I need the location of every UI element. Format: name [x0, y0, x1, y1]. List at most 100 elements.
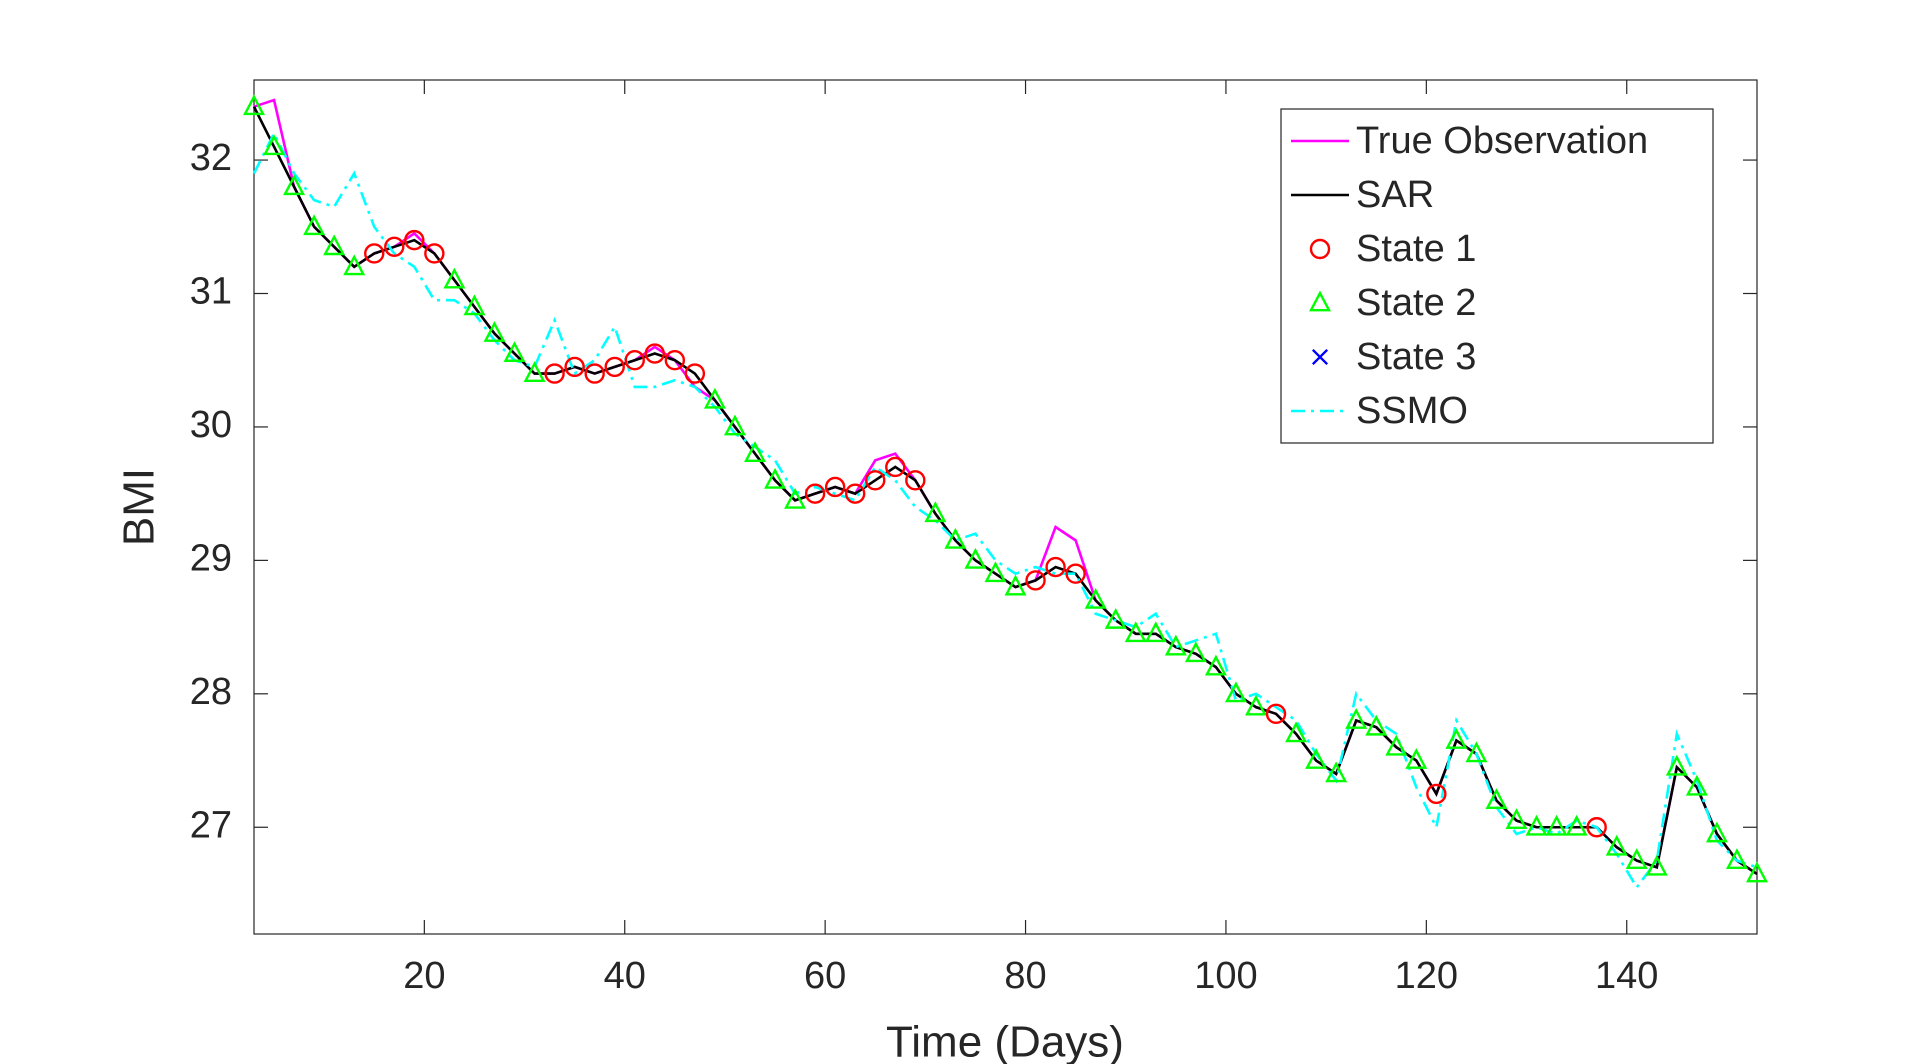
marker	[764, 467, 787, 489]
marker	[1164, 634, 1187, 656]
marker	[1665, 754, 1688, 776]
marker	[723, 414, 746, 436]
legend-label: State 3	[1356, 336, 1476, 378]
marker	[343, 254, 366, 276]
y-tick-label: 31	[190, 271, 232, 313]
marker	[1124, 621, 1147, 643]
marker	[443, 267, 466, 289]
marker	[1184, 641, 1207, 663]
marker	[503, 341, 526, 362]
marker	[1426, 783, 1447, 805]
marker	[984, 561, 1007, 583]
marker	[1084, 587, 1107, 609]
marker	[1345, 708, 1368, 729]
legend-swatch	[1309, 238, 1331, 260]
marker	[1224, 681, 1247, 703]
legend-label: SAR	[1356, 174, 1434, 216]
marker	[624, 350, 645, 371]
y-tick-label: 28	[190, 671, 232, 713]
marker	[483, 321, 506, 342]
marker	[924, 501, 947, 523]
y-axis-label: BMI	[115, 468, 164, 546]
marker	[1525, 814, 1548, 836]
marker	[824, 476, 846, 498]
marker	[604, 356, 625, 378]
marker	[865, 470, 886, 491]
marker	[784, 487, 807, 509]
legend-swatch	[1309, 290, 1331, 312]
marker	[523, 361, 546, 382]
marker	[1605, 834, 1628, 856]
marker	[1204, 654, 1227, 676]
marker	[1565, 814, 1588, 836]
marker	[1505, 808, 1528, 829]
x-tick-label: 60	[804, 955, 846, 997]
marker	[424, 243, 445, 264]
x-tick-label: 100	[1194, 955, 1257, 997]
legend-label: SSMO	[1356, 390, 1468, 432]
legend-box	[1280, 108, 1714, 444]
marker	[1685, 774, 1708, 796]
marker	[1265, 703, 1287, 725]
marker	[564, 356, 585, 378]
marker	[1285, 721, 1308, 743]
marker	[384, 236, 405, 257]
marker	[544, 363, 565, 384]
marker	[243, 94, 265, 116]
marker	[744, 441, 766, 463]
marker	[845, 483, 866, 504]
marker	[644, 343, 665, 364]
legend-label: State 2	[1356, 282, 1476, 324]
marker	[1586, 817, 1607, 838]
marker	[1385, 734, 1408, 756]
marker	[263, 134, 286, 156]
marker	[1025, 570, 1046, 591]
marker	[1305, 748, 1328, 769]
marker	[463, 294, 486, 316]
marker	[1245, 694, 1267, 716]
marker	[584, 363, 605, 384]
x-tick-label: 120	[1395, 955, 1458, 997]
marker	[1445, 728, 1468, 749]
marker	[964, 547, 987, 569]
y-tick-label: 30	[190, 404, 232, 446]
x-axis-label: Time (Days)	[886, 1018, 1124, 1064]
marker	[1545, 814, 1568, 836]
marker	[1045, 556, 1066, 578]
marker	[1325, 761, 1348, 783]
marker	[1645, 854, 1668, 876]
marker	[1104, 607, 1127, 629]
x-tick-label: 40	[604, 955, 646, 997]
marker	[1365, 714, 1388, 736]
x-tick-label: 20	[403, 955, 445, 997]
marker	[703, 387, 726, 409]
marker	[404, 229, 425, 251]
legend-label: State 1	[1356, 228, 1476, 270]
y-tick-label: 32	[190, 137, 232, 179]
marker	[1465, 741, 1488, 763]
marker	[1004, 574, 1027, 596]
marker	[804, 483, 826, 504]
marker	[684, 363, 706, 384]
marker	[664, 350, 686, 371]
marker	[885, 456, 906, 478]
marker	[1144, 621, 1167, 643]
marker	[364, 243, 385, 264]
y-tick-label: 29	[190, 537, 232, 579]
marker	[1625, 848, 1648, 870]
y-tick-label: 27	[190, 804, 232, 846]
x-tick-label: 80	[1004, 955, 1046, 997]
marker	[1065, 563, 1086, 584]
marker	[944, 527, 967, 549]
marker	[1705, 821, 1728, 843]
marker	[1746, 861, 1768, 883]
marker	[1725, 848, 1748, 870]
marker	[323, 234, 346, 256]
x-tick-label: 140	[1595, 955, 1658, 997]
legend-label: True Observation	[1356, 120, 1648, 162]
legend-swatch	[1311, 348, 1329, 366]
marker	[1485, 788, 1508, 809]
series-line	[252, 130, 1758, 890]
